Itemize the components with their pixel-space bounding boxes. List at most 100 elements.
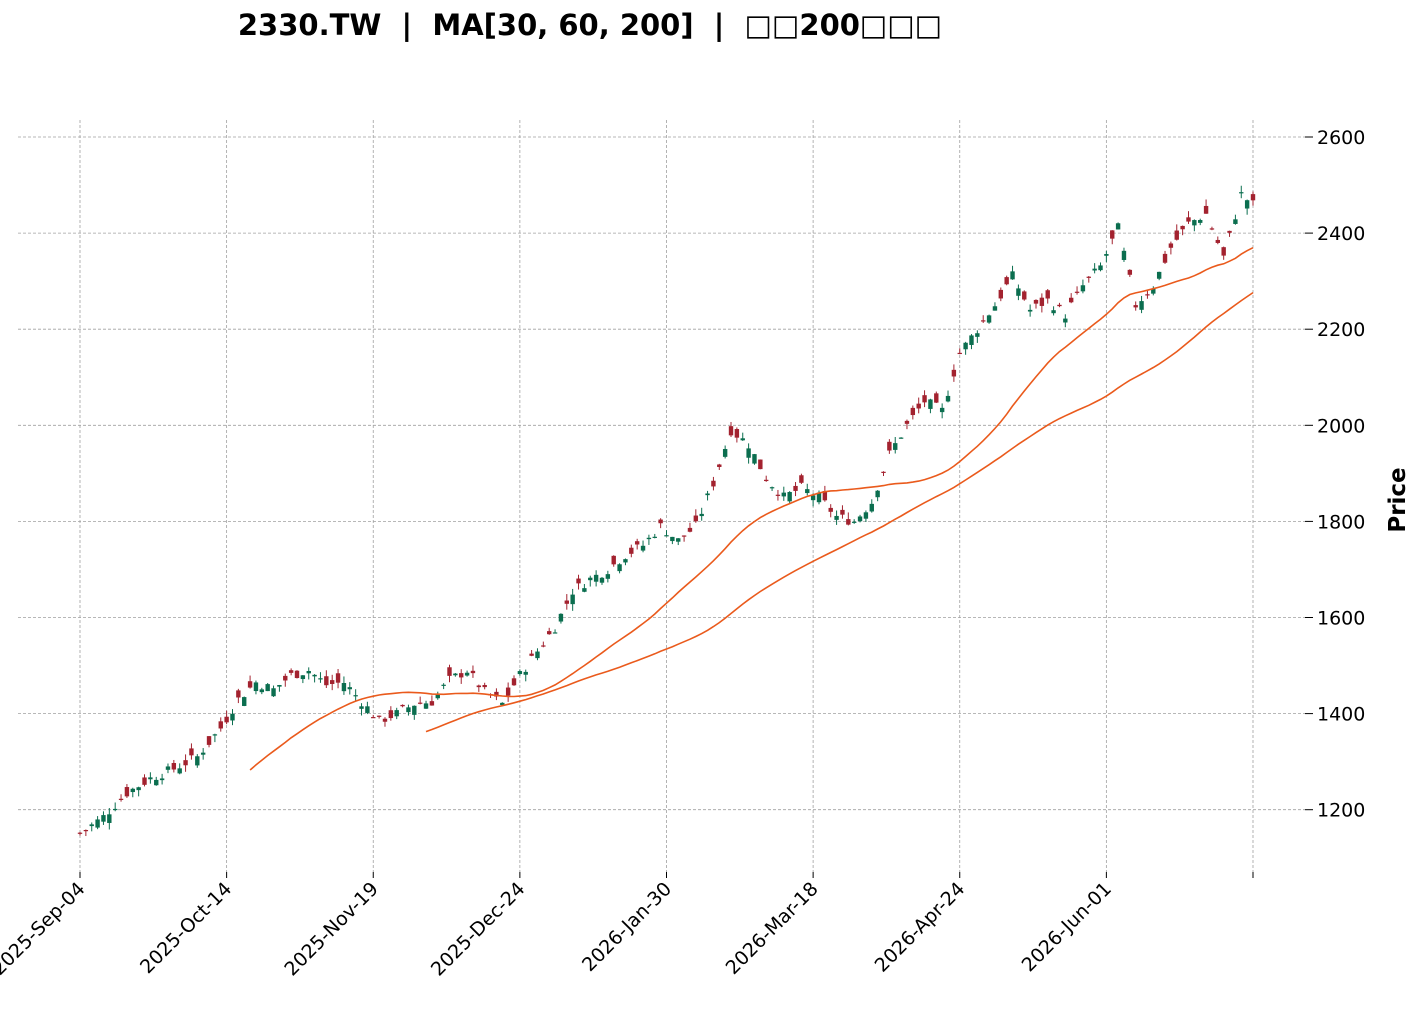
candle xyxy=(300,675,306,684)
candle xyxy=(629,544,634,558)
candle-body xyxy=(1192,220,1197,226)
candle xyxy=(329,674,335,691)
candle xyxy=(722,445,728,459)
candle-body xyxy=(898,437,904,439)
candle xyxy=(1180,225,1185,236)
candle-body xyxy=(975,333,980,337)
candle-body xyxy=(552,632,558,634)
candle-body xyxy=(382,718,388,722)
candle xyxy=(423,700,429,709)
candle-body xyxy=(1092,268,1097,271)
candle-body xyxy=(118,798,124,800)
candle-body xyxy=(969,335,974,345)
candle-body xyxy=(183,760,188,766)
candle xyxy=(482,682,487,690)
candle-body xyxy=(810,495,816,501)
candle-body xyxy=(740,438,745,441)
candle-body xyxy=(1250,194,1256,201)
candle-body xyxy=(605,574,611,579)
candle xyxy=(283,673,288,687)
candle-body xyxy=(470,670,476,674)
x-tick-label: 2025-Nov-19 xyxy=(280,878,382,980)
candle-body xyxy=(1168,243,1174,248)
candle xyxy=(1186,211,1191,224)
candle-body xyxy=(1239,192,1244,194)
candle-body xyxy=(200,752,206,755)
candle-body xyxy=(1133,305,1138,308)
candle xyxy=(294,670,300,679)
candle-body xyxy=(846,519,851,525)
candle xyxy=(394,707,399,720)
y-tick-label: 1600 xyxy=(1317,608,1365,630)
candle xyxy=(939,403,945,419)
candle xyxy=(693,509,699,523)
candle xyxy=(453,672,458,677)
candle xyxy=(335,669,341,689)
candle-body xyxy=(341,682,347,692)
candle xyxy=(570,588,575,611)
candle xyxy=(916,397,921,414)
candle-body xyxy=(394,710,399,717)
candle xyxy=(1127,269,1133,277)
candle-body xyxy=(89,824,94,827)
candle xyxy=(1121,247,1127,262)
candle-body xyxy=(148,777,153,780)
candle-body xyxy=(939,407,945,413)
candle xyxy=(828,504,833,518)
candle xyxy=(412,705,417,720)
candle-body xyxy=(734,429,740,438)
candle-body xyxy=(306,670,311,674)
candle-body xyxy=(711,480,716,487)
candle-body xyxy=(429,701,435,706)
candle xyxy=(447,664,452,683)
candle-body xyxy=(1051,310,1056,314)
candle-body xyxy=(423,703,429,709)
candle-body xyxy=(875,490,880,498)
candle-body xyxy=(611,555,616,565)
candle xyxy=(775,489,781,501)
candle-body xyxy=(1068,297,1074,303)
candle xyxy=(212,733,218,743)
candle xyxy=(441,683,446,690)
candle xyxy=(271,685,276,697)
candle xyxy=(83,829,89,837)
candle-body xyxy=(992,306,998,311)
candle-body xyxy=(857,516,863,522)
candle-body xyxy=(1156,271,1162,279)
ma-30-line xyxy=(249,246,1254,771)
candle xyxy=(107,808,112,830)
candle xyxy=(934,391,939,404)
candle xyxy=(558,613,564,624)
chart-title: 2330.TW | MA[30, 60, 200] | □□200□□□ xyxy=(237,8,943,42)
candle xyxy=(851,519,857,524)
candle xyxy=(834,510,839,525)
x-tick-label: 2026-Jun-01 xyxy=(1018,878,1116,976)
candle-body xyxy=(828,507,833,512)
candle-body xyxy=(1121,250,1127,260)
candle xyxy=(1174,224,1179,241)
candle-body xyxy=(218,721,223,729)
candle xyxy=(981,315,986,323)
candle xyxy=(799,473,804,484)
candle-body xyxy=(130,788,135,793)
candle-body xyxy=(928,399,933,409)
candle-body xyxy=(417,702,423,704)
candle xyxy=(148,772,153,784)
candle xyxy=(1145,289,1150,299)
candle-body xyxy=(300,675,306,680)
candle xyxy=(711,476,716,491)
candle-body xyxy=(195,756,200,766)
candle-body xyxy=(259,689,265,693)
candle-body xyxy=(318,678,323,680)
candle xyxy=(1233,214,1238,225)
candle xyxy=(634,538,640,550)
candle-body xyxy=(171,762,177,770)
candle-body xyxy=(1004,277,1009,285)
candle xyxy=(242,696,247,707)
candle xyxy=(171,759,177,773)
candle-body xyxy=(746,448,751,458)
candle-body xyxy=(1162,253,1168,263)
candle xyxy=(1250,191,1256,206)
candle-body xyxy=(769,487,775,489)
candle xyxy=(230,709,235,726)
